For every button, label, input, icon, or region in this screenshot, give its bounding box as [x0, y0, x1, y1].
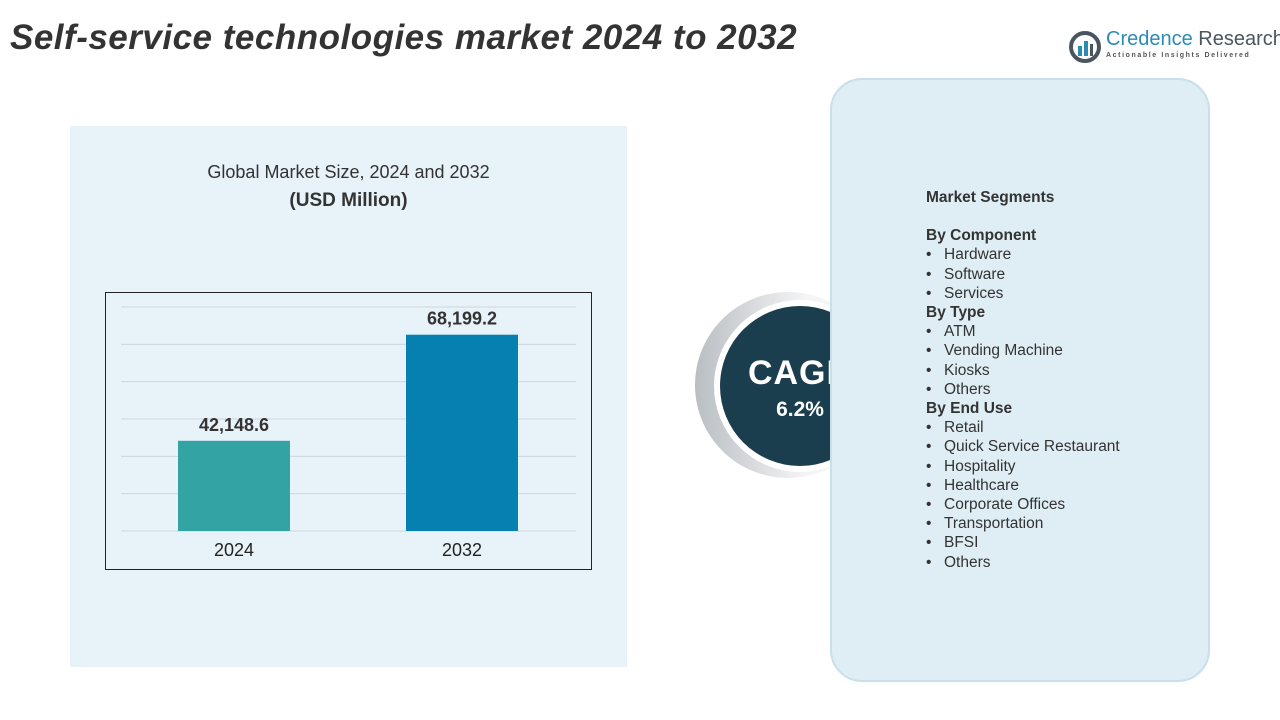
- segment-item: ATM: [926, 322, 1120, 341]
- logo: Credence Research Actionable Insights De…: [1068, 28, 1280, 64]
- segment-item: Others: [926, 380, 1120, 399]
- segment-group-heading: By Type: [926, 304, 986, 322]
- segment-item: BFSI: [926, 533, 1120, 552]
- x-tick-label: 2032: [442, 540, 482, 560]
- logo-name-b: Research: [1192, 28, 1280, 50]
- logo-tagline: Actionable Insights Delivered: [1106, 52, 1251, 59]
- segment-item: Hospitality: [926, 457, 1120, 476]
- logo-name: Credence Research: [1106, 28, 1280, 51]
- bar-chart: 42,148.6 2024 68,199.2 2032: [105, 292, 592, 570]
- page-title: Self-service technologies market 2024 to…: [10, 18, 798, 57]
- segment-item: Vending Machine: [926, 341, 1120, 360]
- segments-heading: Market Segments: [926, 189, 1055, 206]
- segment-item: Services: [926, 284, 1120, 303]
- chart-title: Global Market Size, 2024 and 2032: [207, 162, 490, 182]
- x-tick-label: 2024: [214, 540, 254, 560]
- data-label: 68,199.2: [427, 309, 497, 329]
- bar-2032: [406, 334, 518, 531]
- logo-name-a: Credence: [1106, 28, 1193, 50]
- segment-item: Transportation: [926, 514, 1120, 533]
- market-segments: Market Segments By ComponentHardwareSoft…: [926, 188, 1120, 572]
- cagr-value: 6.2%: [776, 398, 824, 421]
- chart-subtitle: (USD Million): [289, 190, 408, 211]
- bar-chart-circle-icon: [1069, 31, 1101, 63]
- segment-group-heading: By Component: [926, 227, 1037, 245]
- segment-group-heading: By End Use: [926, 400, 1013, 418]
- segment-item: Software: [926, 265, 1120, 284]
- segment-item: Quick Service Restaurant: [926, 437, 1120, 456]
- bar-chart-svg: 42,148.6 2024 68,199.2 2032: [121, 306, 576, 560]
- segment-item: Kiosks: [926, 361, 1120, 380]
- segment-item: Hardware: [926, 245, 1120, 264]
- segment-item: Corporate Offices: [926, 495, 1120, 514]
- chart-panel: [70, 126, 627, 667]
- data-label: 42,148.6: [199, 415, 269, 435]
- segment-item: Others: [926, 553, 1120, 572]
- bar-2024: [178, 440, 290, 531]
- segment-item: Healthcare: [926, 476, 1120, 495]
- segment-item: Retail: [926, 418, 1120, 437]
